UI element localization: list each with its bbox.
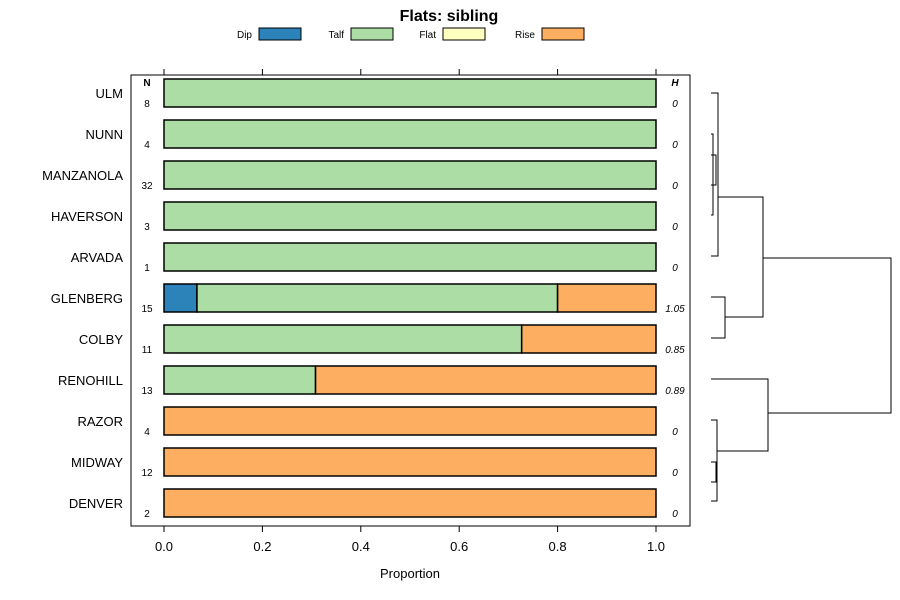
bar-row-haverson: HAVERSON 3 0 — [51, 201, 678, 233]
category-label: DENVER — [69, 496, 123, 511]
h-value: 0 — [672, 222, 678, 233]
legend-swatch-rise — [541, 27, 585, 41]
n-value: 15 — [141, 304, 153, 315]
dendrogram — [711, 92, 892, 502]
x-axis: 0.0 0.2 0.4 0.6 0.8 1.0 — [155, 526, 665, 554]
h-value: 1.05 — [665, 304, 685, 315]
bar-row-midway: MIDWAY 12 0 — [71, 447, 678, 479]
legend-swatch-flat — [442, 27, 486, 41]
legend-swatch-talf — [350, 27, 394, 41]
bar-segment-talf — [163, 160, 657, 190]
bar-row-denver: DENVER 2 0 — [69, 488, 678, 520]
n-value: 2 — [144, 509, 150, 520]
bar-segment-rise — [314, 365, 657, 395]
dendrogram-branch-bottom-cluster — [711, 378, 769, 452]
x-tick-label: 0.4 — [352, 539, 370, 554]
x-tick-label: 0.6 — [450, 539, 468, 554]
n-value: 4 — [144, 140, 150, 151]
legend-label-rise: Rise — [515, 30, 535, 41]
category-label: HAVERSON — [51, 209, 123, 224]
bar-row-nunn: NUNN 4 0 — [85, 119, 678, 151]
n-value: 32 — [141, 181, 153, 192]
bar-segment-talf — [163, 201, 657, 231]
bar-row-razor: RAZOR 4 0 — [78, 406, 678, 438]
h-value: 0.85 — [665, 345, 685, 356]
bar-row-arvada: ARVADA 1 0 — [71, 242, 678, 274]
bar-row-colby: COLBY 11 0.85 — [79, 324, 685, 356]
bar-segment-talf — [163, 78, 657, 108]
h-column-header: H — [671, 78, 679, 89]
legend: Dip Talf Flat Rise — [237, 27, 585, 41]
category-label: RENOHILL — [58, 373, 123, 388]
bar-segment-talf — [163, 119, 657, 149]
x-tick-label: 0.2 — [253, 539, 271, 554]
x-tick-label: 1.0 — [647, 539, 665, 554]
bar-segment-dip — [163, 283, 198, 313]
h-value: 0 — [672, 509, 678, 520]
category-label: GLENBERG — [51, 291, 123, 306]
n-value: 4 — [144, 427, 150, 438]
bar-segment-rise — [163, 406, 657, 436]
h-value: 0.89 — [665, 386, 685, 397]
top-axis-ticks — [163, 69, 657, 75]
x-axis-label: Proportion — [380, 566, 440, 581]
plot-frame — [130, 74, 691, 527]
legend-label-talf: Talf — [328, 30, 344, 41]
category-label: NUNN — [85, 127, 123, 142]
dendrogram-branch-root — [763, 257, 892, 414]
bar-segment-talf — [163, 324, 523, 354]
bar-row-glenberg: GLENBERG 15 1.05 — [51, 283, 685, 315]
n-value: 13 — [141, 386, 153, 397]
h-value: 0 — [672, 99, 678, 110]
bar-segment-rise — [556, 283, 657, 313]
category-label: COLBY — [79, 332, 123, 347]
bar-segment-talf — [196, 283, 559, 313]
h-value: 0 — [672, 427, 678, 438]
category-label: MIDWAY — [71, 455, 123, 470]
bar-segment-talf — [163, 242, 657, 272]
legend-label-flat: Flat — [419, 30, 436, 41]
dendrogram-branch-upper-group — [711, 92, 719, 257]
x-tick-label: 0.0 — [155, 539, 173, 554]
x-tick-label: 0.8 — [549, 539, 567, 554]
chart-title: Flats: sibling — [400, 8, 499, 25]
bar-row-ulm: ULM 8 0 — [96, 78, 678, 110]
dendrogram-branch-bottom-leaf — [711, 461, 717, 483]
h-value: 0 — [672, 468, 678, 479]
bar-segment-rise — [520, 324, 657, 354]
legend-swatch-dip — [258, 27, 302, 41]
dendrogram-branch-top-cluster — [718, 196, 764, 318]
category-label: RAZOR — [78, 414, 124, 429]
category-label: ARVADA — [71, 250, 124, 265]
h-value: 0 — [672, 181, 678, 192]
bar-segment-talf — [163, 365, 317, 395]
bar-segment-rise — [163, 488, 657, 518]
bar-row-renohill: RENOHILL 13 0.89 — [58, 365, 685, 397]
n-value: 1 — [144, 263, 150, 274]
dendrogram-branch-upper-inner — [711, 133, 714, 216]
bar-rows: ULM 8 0 NUNN 4 0 MANZANOLA 32 0 HAVERSON 3 0 ARVADA 1… — [42, 78, 685, 520]
dendrogram-branch-bottom-inner — [711, 419, 718, 502]
category-label: MANZANOLA — [42, 168, 123, 183]
h-value: 0 — [672, 140, 678, 151]
n-value: 12 — [141, 468, 153, 479]
n-value: 11 — [142, 345, 153, 356]
dendrogram-branch-upper-leaf — [711, 154, 717, 186]
bar-segment-rise — [163, 447, 657, 477]
n-value: 3 — [144, 222, 150, 233]
dendrogram-branch-glenberg-colby — [711, 296, 726, 339]
legend-label-dip: Dip — [237, 30, 252, 41]
bar-row-manzanola: MANZANOLA 32 0 — [42, 160, 678, 192]
category-label: ULM — [96, 86, 123, 101]
n-column-header: N — [143, 78, 150, 89]
n-value: 8 — [144, 99, 150, 110]
h-value: 0 — [672, 263, 678, 274]
